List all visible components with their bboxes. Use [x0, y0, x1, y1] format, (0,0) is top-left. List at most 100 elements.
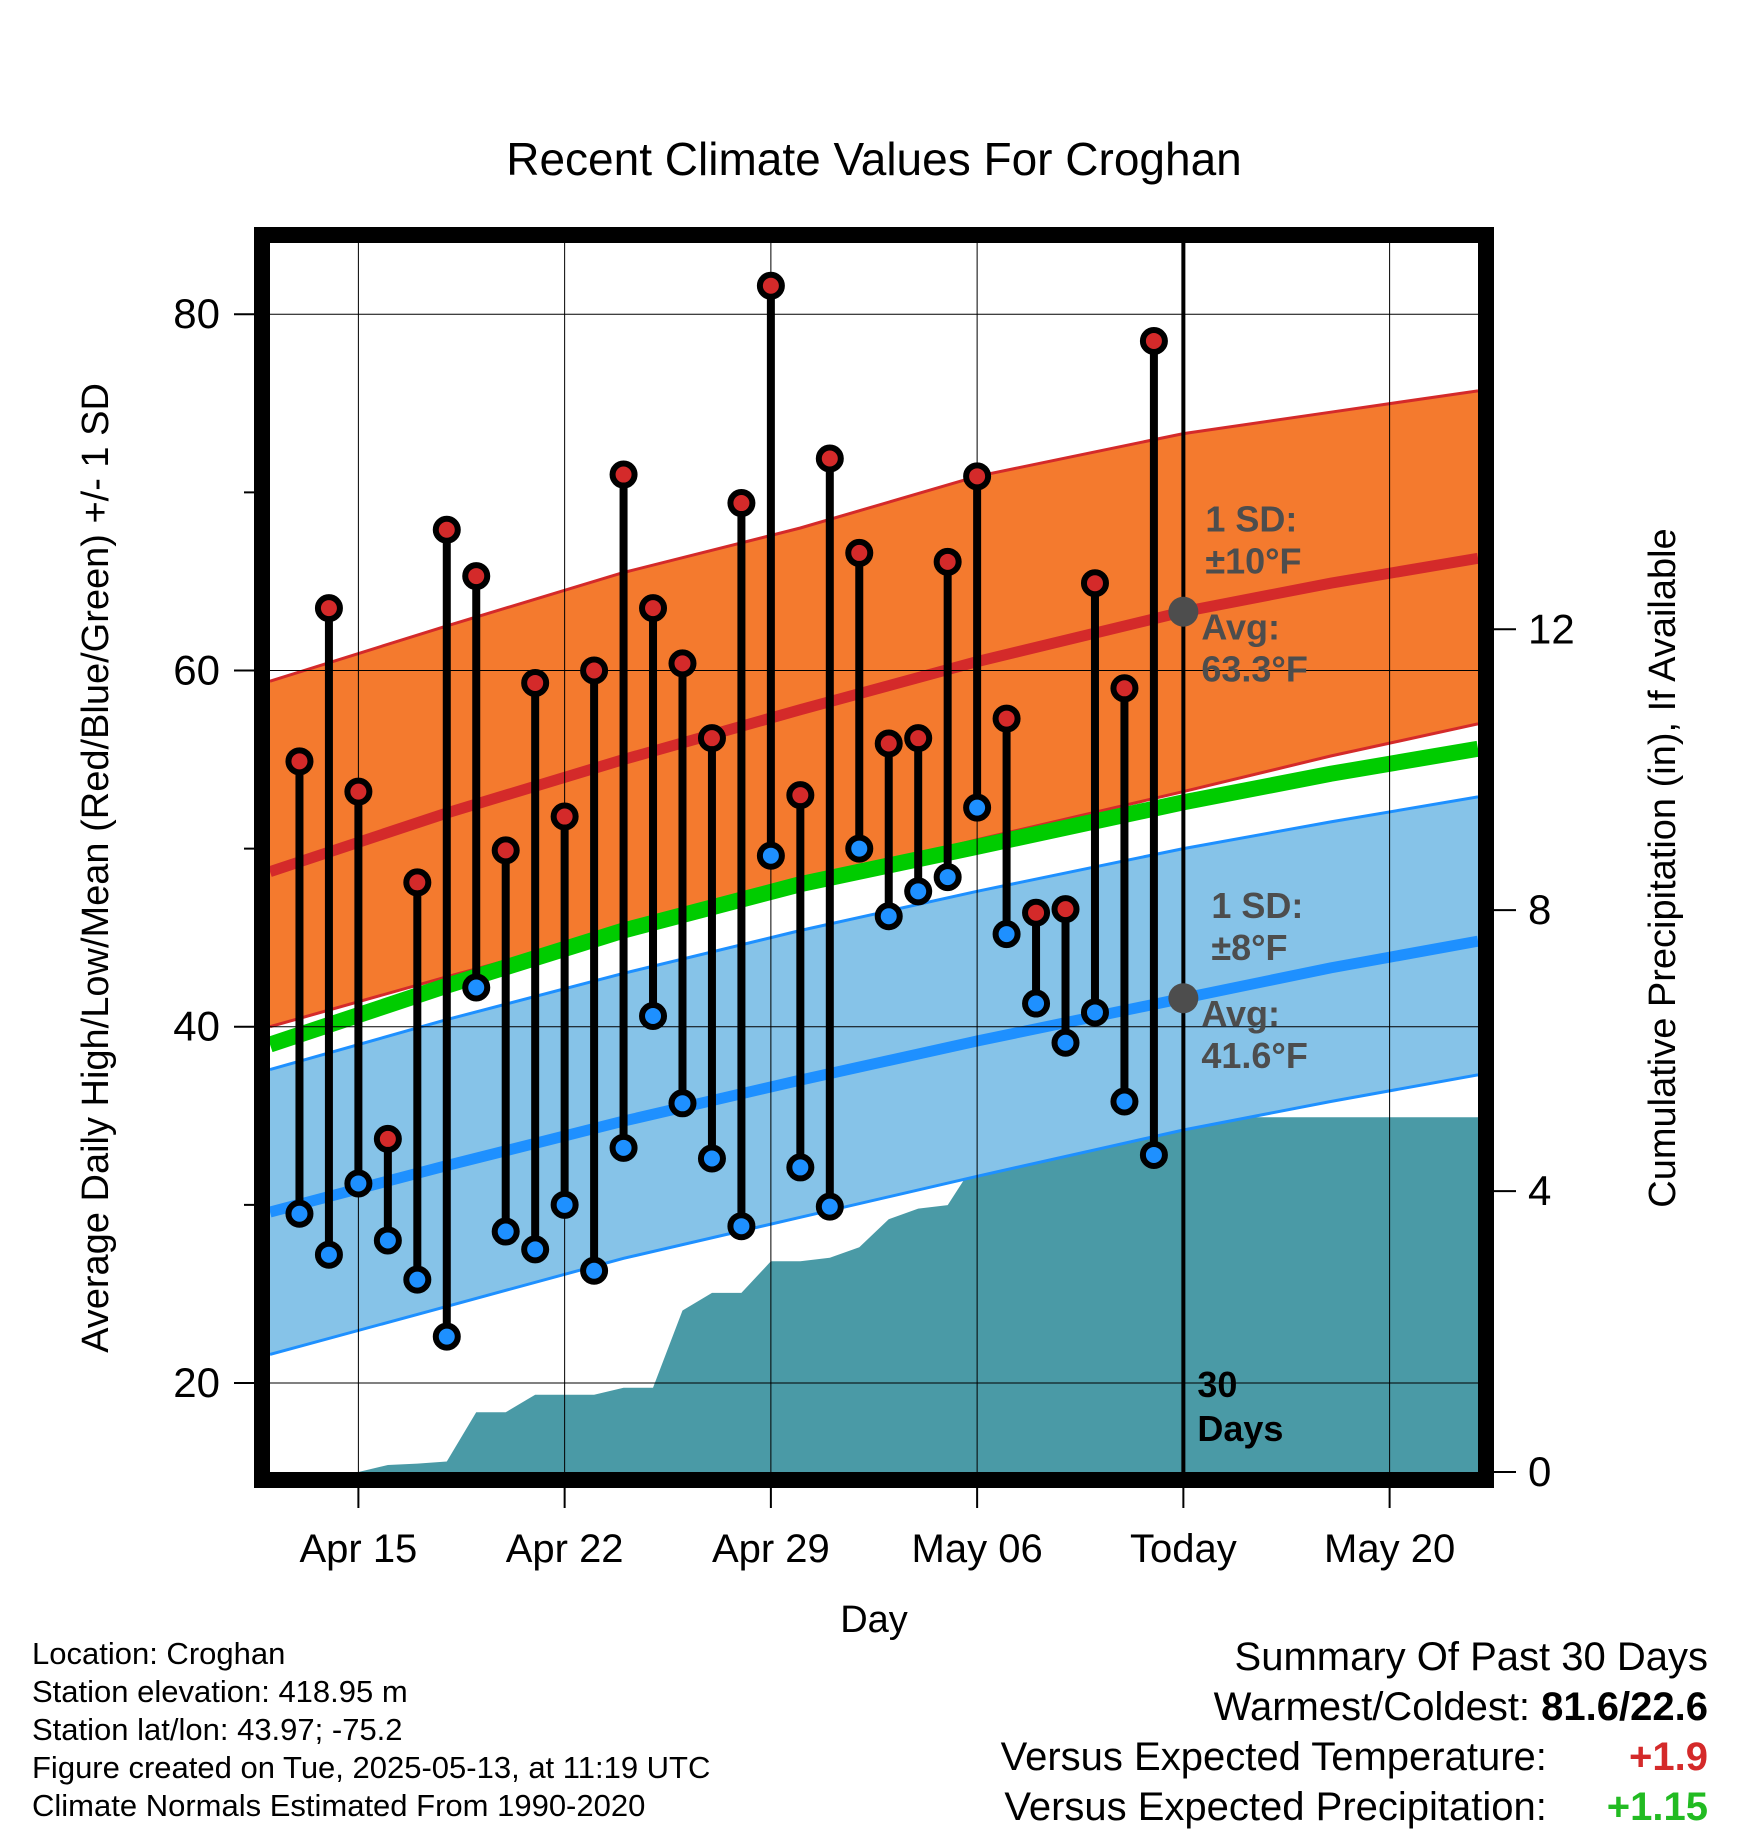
low-marker — [1022, 989, 1051, 1018]
low-marker — [1051, 1028, 1080, 1057]
high-marker — [521, 668, 550, 697]
temp-value: +1.9 — [1629, 1735, 1708, 1779]
y2-tick-label: 12 — [1528, 605, 1575, 652]
low-marker — [845, 834, 874, 863]
low-marker — [373, 1226, 402, 1255]
y2-tick-label: 8 — [1528, 886, 1551, 933]
low-marker — [815, 1192, 844, 1221]
low-marker — [314, 1240, 343, 1269]
avg-high-today-marker — [1168, 596, 1199, 627]
high-sd-annotation: 1 SD: — [1205, 499, 1297, 540]
high-marker — [285, 747, 314, 776]
high-marker — [786, 781, 815, 810]
high-marker — [963, 462, 992, 491]
x-tick-label: May 06 — [912, 1527, 1043, 1571]
high-marker — [1110, 674, 1139, 703]
low-sd-lower-line — [270, 1073, 1478, 1356]
low-marker — [992, 920, 1021, 949]
summary-precip-row: Versus Expected Precipitation: +1.15 — [1001, 1782, 1708, 1832]
y-tick-label: 20 — [173, 1359, 220, 1406]
high-marker — [668, 649, 697, 678]
low-marker — [550, 1190, 579, 1219]
y-tick-label: 80 — [173, 290, 220, 337]
warm-cold-value: 81.6/22.6 — [1541, 1685, 1708, 1729]
station-info: Location: Croghan Station elevation: 418… — [32, 1635, 710, 1825]
high-marker — [815, 444, 844, 473]
high-sd-band — [270, 390, 1478, 1027]
avg-low-line — [270, 935, 1478, 1218]
low-marker — [1110, 1087, 1139, 1116]
summary-panel: Summary Of Past 30 Days Warmest/Coldest:… — [1001, 1632, 1708, 1832]
low-marker — [462, 973, 491, 1002]
low-marker — [491, 1217, 520, 1246]
high-marker — [403, 868, 432, 897]
low-marker — [874, 902, 903, 931]
high-marker — [1080, 569, 1109, 598]
y-tick-label: 60 — [173, 646, 220, 693]
high-marker — [314, 594, 343, 623]
low-marker — [344, 1169, 373, 1198]
temp-label: Versus Expected Temperature: — [1000, 1735, 1547, 1779]
high-marker — [992, 704, 1021, 733]
x-tick-label: May 20 — [1324, 1527, 1455, 1571]
days-annotation: 30 — [1197, 1364, 1237, 1405]
x-tick-label: Today — [1130, 1527, 1237, 1571]
high-marker — [756, 271, 785, 300]
low-avg-annotation: 41.6°F — [1201, 1035, 1307, 1076]
low-marker — [904, 877, 933, 906]
plot-frame — [254, 227, 1494, 1488]
high-marker — [491, 836, 520, 865]
precip-value: +1.15 — [1606, 1785, 1708, 1829]
y2-tick-label: 4 — [1528, 1167, 1551, 1214]
low-marker — [639, 1002, 668, 1031]
low-marker — [432, 1322, 461, 1351]
high-marker — [432, 515, 461, 544]
chart-title: Recent Climate Values For Croghan — [506, 133, 1241, 185]
high-marker — [373, 1124, 402, 1153]
y-tick-label: 40 — [173, 1003, 220, 1050]
low-marker — [963, 793, 992, 822]
location-text: Location: Croghan — [32, 1636, 286, 1671]
low-sd-annotation: 1 SD: — [1211, 885, 1303, 926]
high-marker — [845, 538, 874, 567]
elevation-text: Station elevation: 418.95 m — [32, 1674, 408, 1709]
low-marker — [521, 1235, 550, 1264]
low-marker — [609, 1133, 638, 1162]
high-marker — [904, 724, 933, 753]
summary-warm-cold-row: Warmest/Coldest: 81.6/22.6 — [1001, 1682, 1708, 1732]
x-tick-label: Apr 29 — [712, 1527, 830, 1571]
high-marker — [727, 489, 756, 518]
high-marker — [1139, 326, 1168, 355]
low-marker — [933, 863, 962, 892]
avg-low-today-marker — [1168, 983, 1199, 1014]
high-avg-annotation: Avg: — [1201, 607, 1280, 648]
high-marker — [609, 460, 638, 489]
summary-title: Summary Of Past 30 Days — [1234, 1635, 1708, 1679]
warm-cold-label: Warmest/Coldest: — [1213, 1685, 1531, 1729]
low-marker — [756, 841, 785, 870]
latlon-text: Station lat/lon: 43.97; -75.2 — [32, 1712, 403, 1747]
high-marker — [462, 562, 491, 591]
high-marker — [933, 547, 962, 576]
high-marker — [1022, 898, 1051, 927]
high-avg-annotation: 63.3°F — [1201, 649, 1307, 690]
normals-text: Climate Normals Estimated From 1990-2020 — [32, 1788, 646, 1823]
x-tick-label: Apr 22 — [506, 1527, 624, 1571]
y2-tick-label: 0 — [1528, 1448, 1551, 1495]
low-marker — [285, 1199, 314, 1228]
low-marker — [727, 1212, 756, 1241]
precip-label: Versus Expected Precipitation: — [1004, 1785, 1547, 1829]
high-marker — [580, 656, 609, 685]
low-sd-annotation: ±8°F — [1211, 927, 1287, 968]
high-marker — [1051, 895, 1080, 924]
low-marker — [668, 1089, 697, 1118]
high-marker — [344, 777, 373, 806]
summary-temp-row: Versus Expected Temperature: +1.9 — [1001, 1732, 1708, 1782]
low-marker — [1080, 998, 1109, 1027]
low-marker — [580, 1256, 609, 1285]
low-avg-annotation: Avg: — [1201, 993, 1280, 1034]
low-marker — [697, 1144, 726, 1173]
high-marker — [874, 729, 903, 758]
